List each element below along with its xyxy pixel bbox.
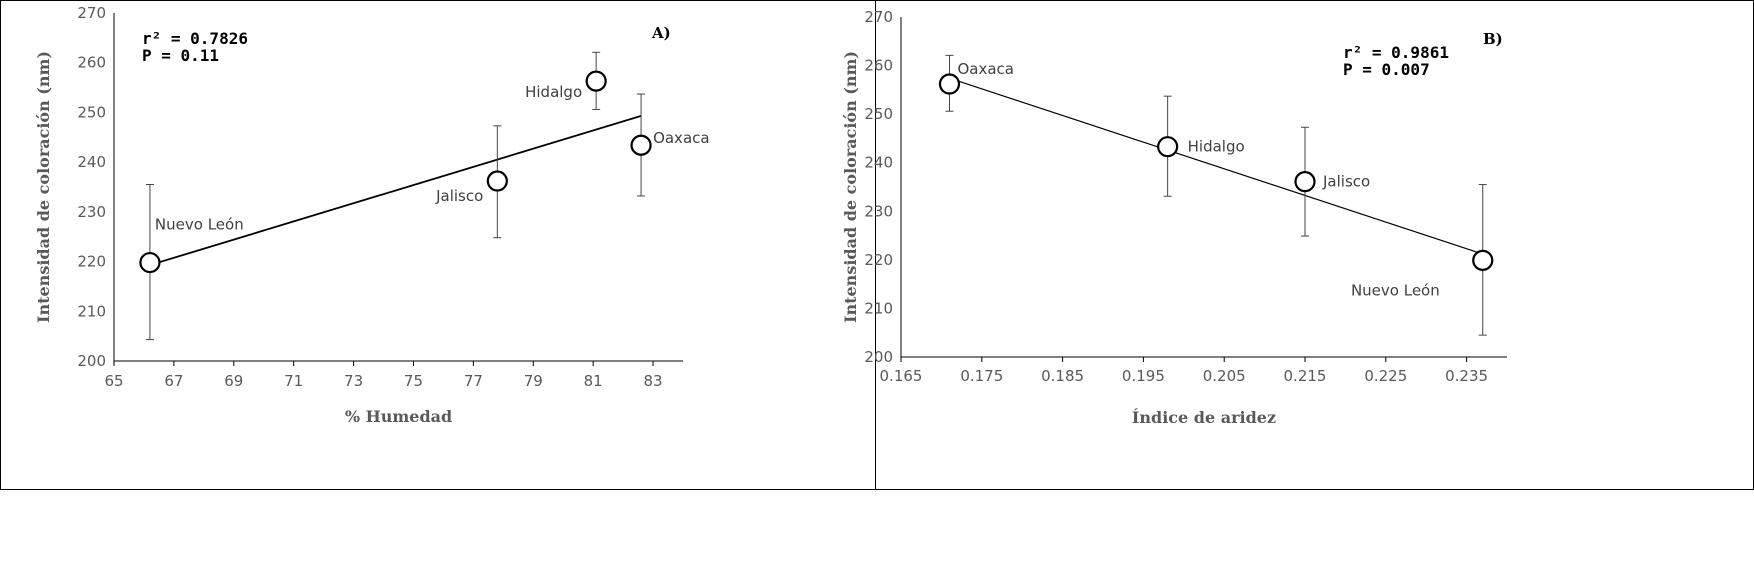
y-tick-label: 200 — [864, 348, 893, 366]
x-tick-label: 71 — [284, 372, 303, 390]
chart-panel-a: 200 210 220 230 240 250 260 270 65 67 69 71 73 75 77 79… — [0, 0, 876, 490]
x-tick-label: 67 — [164, 372, 183, 390]
point-label: Hidalgo — [525, 83, 582, 101]
x-tick-label: 0.215 — [1284, 367, 1327, 385]
stat-text: P = 0.11 — [142, 46, 219, 65]
x-tick-label: 0.235 — [1445, 367, 1488, 385]
y-tick-label: 240 — [77, 153, 106, 171]
panel-label: A) — [651, 24, 671, 42]
y-tick-label: 270 — [864, 8, 893, 26]
y-axis-title: Intensidad de coloración (nm) — [34, 51, 53, 323]
point-label: Jalisco — [1322, 173, 1370, 191]
y-tick-label: 250 — [864, 105, 893, 123]
y-tick-label: 220 — [77, 253, 106, 271]
data-point — [1294, 171, 1316, 193]
y-tick-label: 250 — [77, 103, 106, 121]
data-point — [1157, 136, 1179, 158]
x-tick-label: 79 — [524, 372, 543, 390]
y-tick-label: 200 — [77, 352, 106, 370]
stat-text: r² = 0.9861 — [1343, 43, 1449, 62]
x-tick-label: 81 — [584, 372, 603, 390]
stat-text: r² = 0.7826 — [142, 29, 248, 48]
x-tick-label: 69 — [224, 372, 243, 390]
x-tick-label: 0.195 — [1122, 367, 1165, 385]
point-label: Oaxaca — [957, 60, 1014, 78]
x-tick-label: 65 — [104, 372, 123, 390]
y-tick-label: 240 — [864, 154, 893, 172]
data-point — [486, 170, 508, 192]
y-tick-label: 260 — [77, 54, 106, 72]
point-label: Nuevo León — [1351, 281, 1440, 299]
chart-a-svg: 200 210 220 230 240 250 260 270 65 67 69 71 73 75 77 79… — [34, 4, 710, 426]
y-tick-label: 220 — [864, 251, 893, 269]
chart-panel-b: 200 210 220 230 240 250 260 270 0.165 0.175 0.185 0… — [841, 0, 1754, 490]
x-tick-label: 0.165 — [880, 367, 923, 385]
y-tick-label: 230 — [864, 202, 893, 220]
point-label: Jalisco — [435, 187, 483, 205]
y-tick-label: 260 — [864, 57, 893, 75]
x-tick-label: 0.205 — [1203, 367, 1246, 385]
trendline — [949, 77, 1483, 255]
point-label: Nuevo León — [155, 216, 244, 234]
x-tick-label: 0.175 — [960, 367, 1003, 385]
x-axis-title: Índice de aridez — [1132, 407, 1276, 427]
x-tick-label: 73 — [344, 372, 363, 390]
x-tick-label: 75 — [404, 372, 423, 390]
y-tick-label: 270 — [77, 4, 106, 22]
x-axis-title: % Humedad — [345, 407, 452, 426]
data-point — [938, 73, 961, 95]
data-point — [1472, 249, 1494, 271]
x-tick-label: 83 — [644, 372, 663, 390]
data-point — [139, 251, 161, 274]
x-tick-label: 0.225 — [1364, 367, 1407, 385]
point-label: Hidalgo — [1188, 138, 1245, 156]
y-axis-title: Intensidad de coloración (nm) — [841, 51, 860, 323]
stat-text: P = 0.007 — [1343, 60, 1430, 79]
x-tick-label: 0.185 — [1041, 367, 1084, 385]
point-label: Oaxaca — [653, 129, 710, 147]
data-point — [585, 70, 607, 92]
data-point — [630, 134, 652, 156]
y-tick-label: 210 — [864, 299, 893, 317]
chart-b-svg: 200 210 220 230 240 250 260 270 0.165 0.175 0.185 0… — [841, 8, 1507, 427]
x-tick-label: 77 — [464, 372, 483, 390]
panel-label: B) — [1483, 30, 1503, 48]
trendline — [149, 115, 642, 266]
y-tick-label: 210 — [77, 302, 106, 320]
y-tick-label: 230 — [77, 203, 106, 221]
